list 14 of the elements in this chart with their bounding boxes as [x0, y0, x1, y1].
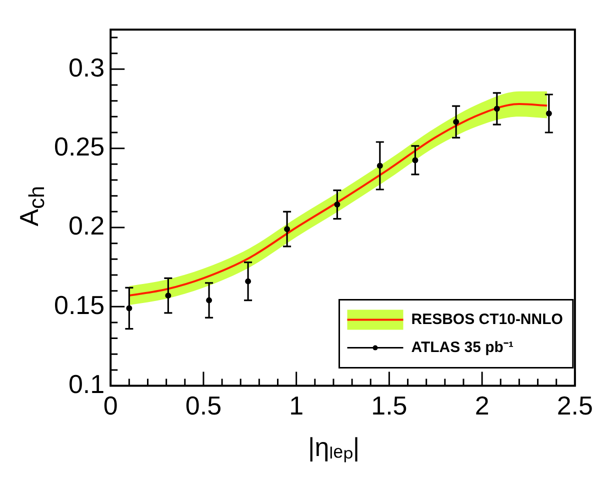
y-tick-label: 0.25	[54, 132, 105, 162]
x-tick-label: 1.5	[371, 390, 408, 421]
x-tick-label: 0.5	[185, 390, 222, 421]
x-axis-title: |ηₗₑₚ|	[308, 431, 360, 464]
x-tick-label: 1	[289, 390, 304, 421]
y-tick-label: 0.1	[68, 368, 105, 399]
x-tick-label: 0	[103, 390, 118, 421]
x-tick-label: 2.5	[556, 390, 594, 421]
y-tick-label: 0.15	[54, 290, 105, 320]
legend-label: ATLAS 35 pb⁻¹	[411, 338, 514, 356]
x-tick-label: 2	[474, 390, 490, 421]
y-tick-label: 0.2	[68, 210, 105, 241]
y-tick-label: 0.3	[68, 52, 105, 82]
legend-label: RESBOS CT10-NNLO	[411, 310, 564, 328]
